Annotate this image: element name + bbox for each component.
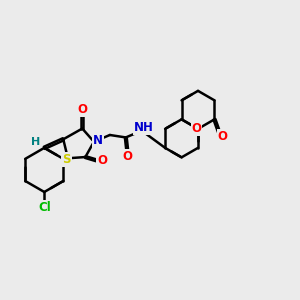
Text: O: O <box>191 122 202 135</box>
Text: Cl: Cl <box>38 201 51 214</box>
Text: S: S <box>62 153 70 166</box>
Text: H: H <box>31 137 40 147</box>
Text: O: O <box>122 150 132 163</box>
Text: NH: NH <box>134 121 154 134</box>
Text: O: O <box>218 130 228 143</box>
Text: O: O <box>97 154 107 167</box>
Text: N: N <box>93 134 103 147</box>
Text: O: O <box>77 103 87 116</box>
